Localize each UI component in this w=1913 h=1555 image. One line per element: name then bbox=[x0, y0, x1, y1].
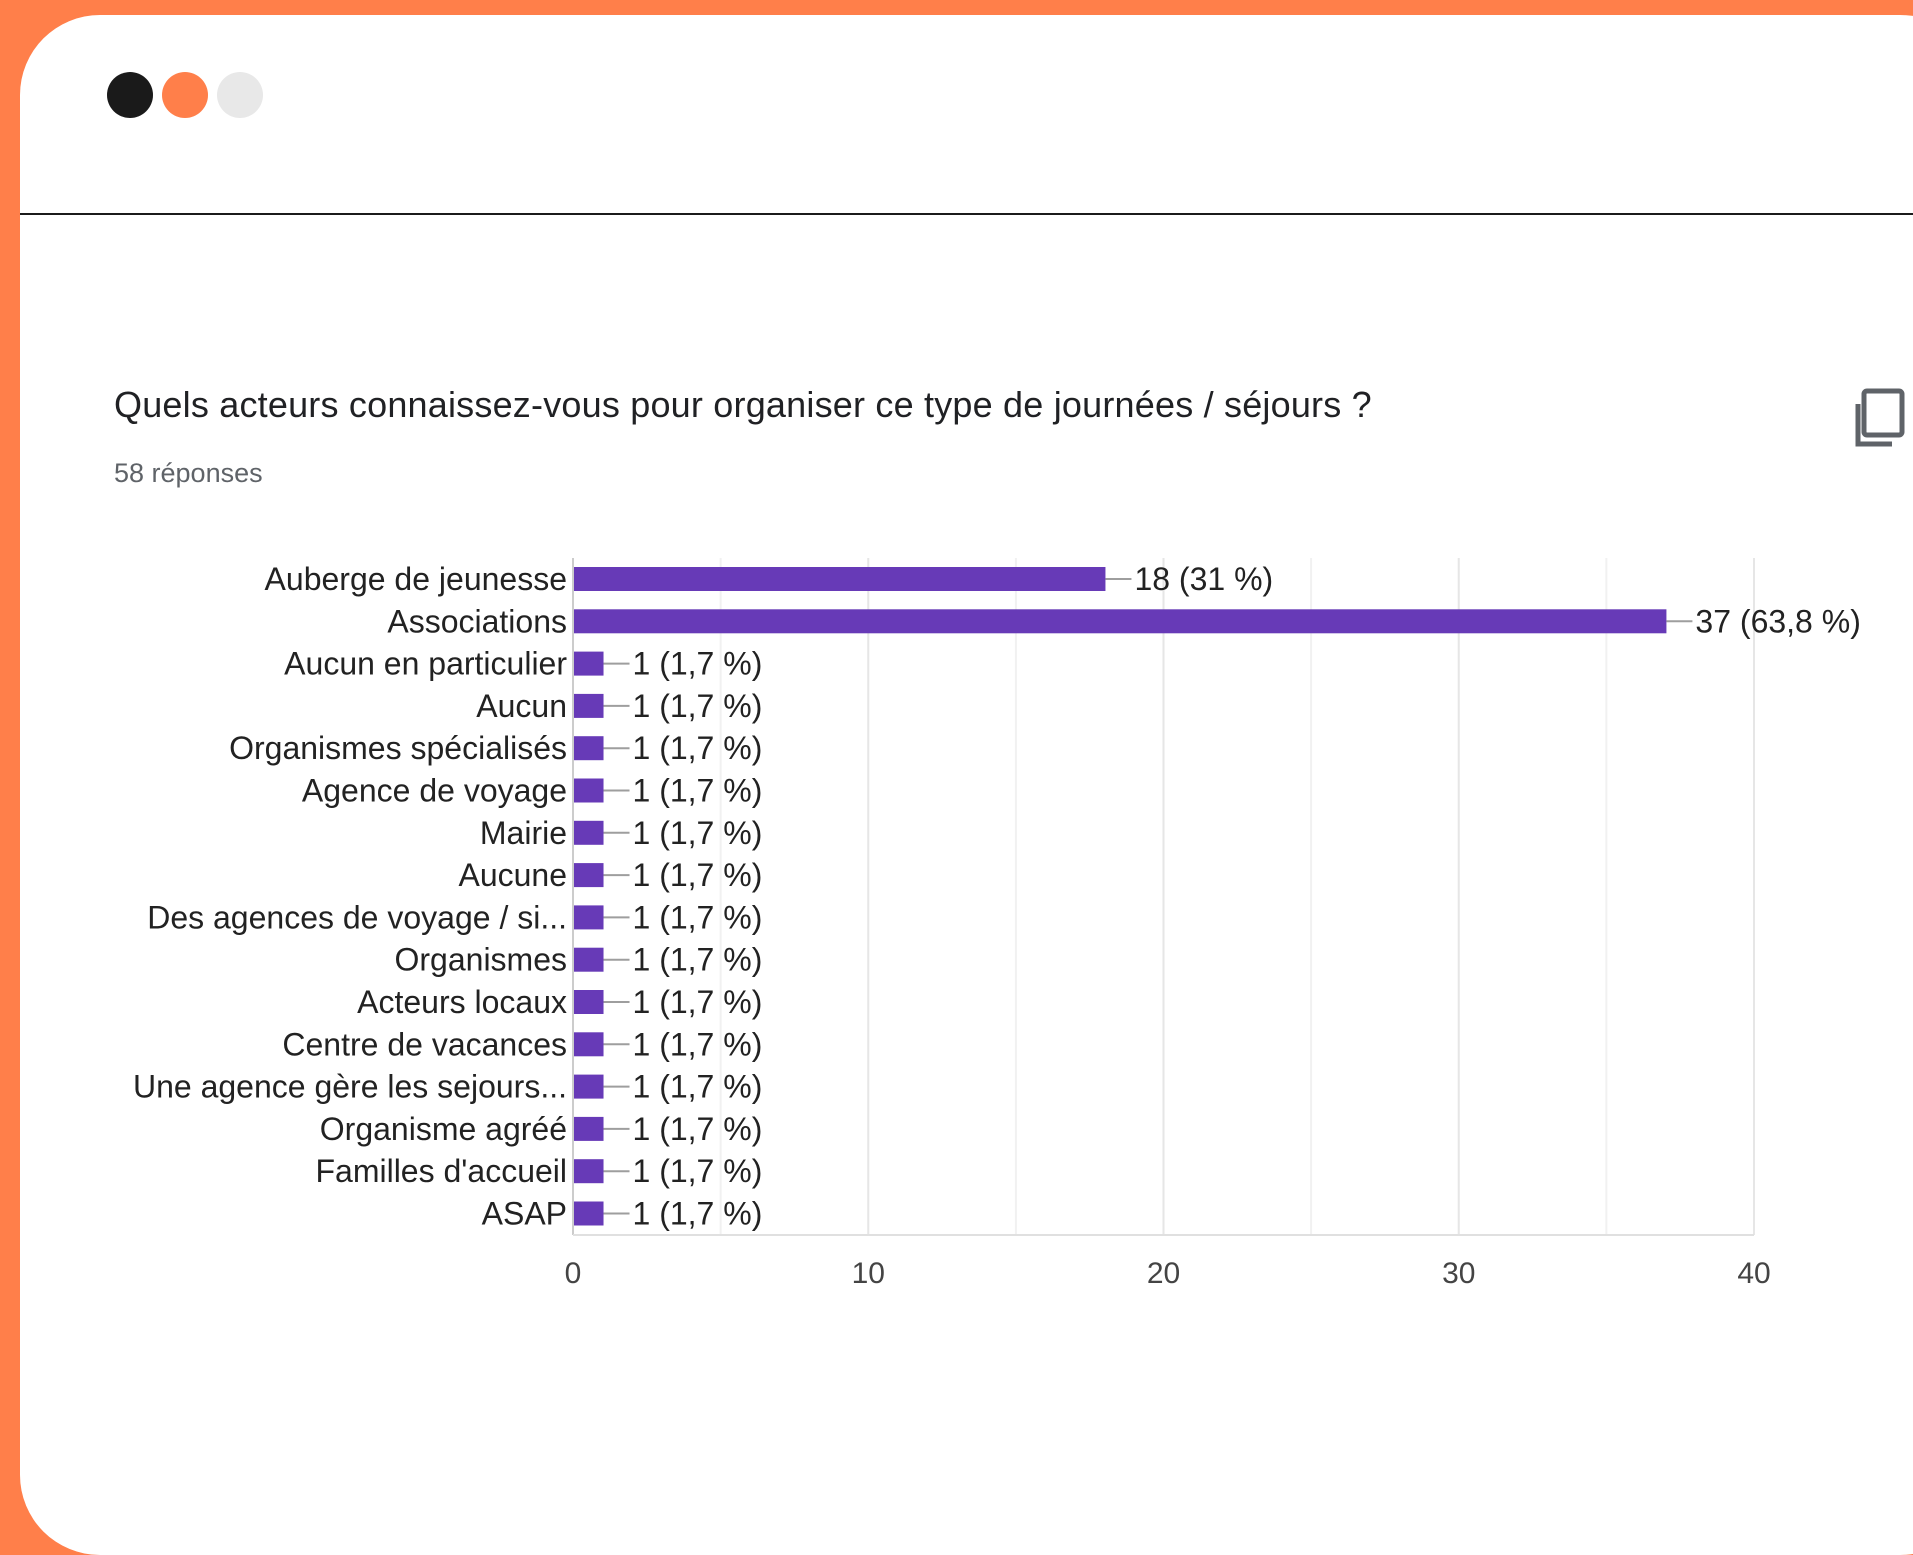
category-label: Aucun en particulier bbox=[284, 646, 567, 682]
category-label: Organisme agréé bbox=[320, 1111, 567, 1147]
bar bbox=[574, 609, 1667, 634]
copy-icon[interactable] bbox=[1852, 388, 1908, 450]
bar bbox=[574, 1074, 604, 1099]
category-label: Familles d'accueil bbox=[315, 1153, 567, 1189]
value-label: 1 (1,7 %) bbox=[633, 899, 763, 935]
bar bbox=[574, 1116, 604, 1141]
x-tick-label: 30 bbox=[1442, 1257, 1475, 1290]
header-divider bbox=[20, 213, 1913, 215]
value-label: 1 (1,7 %) bbox=[633, 773, 763, 809]
value-label: 37 (63,8 %) bbox=[1695, 603, 1860, 639]
category-label: Centre de vacances bbox=[282, 1026, 567, 1062]
category-label: Acteurs locaux bbox=[357, 984, 567, 1020]
bar bbox=[574, 1159, 604, 1184]
window-dot-grey bbox=[217, 72, 263, 118]
bar bbox=[574, 736, 604, 761]
category-label: Associations bbox=[387, 603, 567, 639]
value-label: 1 (1,7 %) bbox=[633, 730, 763, 766]
value-label: 1 (1,7 %) bbox=[633, 1026, 763, 1062]
bar bbox=[574, 1032, 604, 1057]
value-label: 1 (1,7 %) bbox=[633, 942, 763, 978]
bar bbox=[574, 651, 604, 676]
value-label: 1 (1,7 %) bbox=[633, 646, 763, 682]
value-label: 1 (1,7 %) bbox=[633, 1196, 763, 1232]
x-tick-label: 10 bbox=[852, 1257, 885, 1290]
window-dot-black bbox=[107, 72, 153, 118]
category-label: Organismes bbox=[395, 942, 568, 978]
bar bbox=[574, 863, 604, 888]
bar bbox=[574, 820, 604, 845]
bar bbox=[574, 1201, 604, 1226]
category-label: ASAP bbox=[482, 1196, 567, 1232]
category-label: Aucune bbox=[458, 857, 567, 893]
response-count: 58 réponses bbox=[114, 458, 263, 488]
category-label: Mairie bbox=[480, 815, 567, 851]
value-label: 1 (1,7 %) bbox=[633, 1069, 763, 1105]
category-label: Une agence gère les sejours... bbox=[133, 1069, 567, 1105]
value-label: 1 (1,7 %) bbox=[633, 688, 763, 724]
x-tick-label: 0 bbox=[565, 1257, 582, 1290]
bar bbox=[574, 905, 604, 930]
x-tick-label: 20 bbox=[1147, 1257, 1180, 1290]
bar bbox=[574, 567, 1106, 591]
category-label: Des agences de voyage / si... bbox=[147, 899, 567, 935]
question-title: Quels acteurs connaissez-vous pour organ… bbox=[114, 384, 1372, 425]
category-label: Organismes spécialisés bbox=[229, 730, 567, 766]
bar bbox=[574, 990, 604, 1014]
bar bbox=[574, 693, 604, 718]
category-label: Aucun bbox=[476, 688, 567, 724]
category-label: Agence de voyage bbox=[302, 773, 567, 809]
bar bbox=[574, 778, 604, 803]
value-label: 1 (1,7 %) bbox=[633, 857, 763, 893]
value-label: 18 (31 %) bbox=[1134, 561, 1273, 597]
chart-card bbox=[20, 15, 1913, 1555]
bar-chart: 0 10 20 30 40 Auberge de jeunesse 18 (31 %) Ass… bbox=[133, 558, 1861, 1290]
value-label: 1 (1,7 %) bbox=[633, 984, 763, 1020]
value-label: 1 (1,7 %) bbox=[633, 1153, 763, 1189]
value-label: 1 (1,7 %) bbox=[633, 1111, 763, 1147]
window-dot-orange bbox=[162, 72, 208, 118]
value-label: 1 (1,7 %) bbox=[633, 815, 763, 851]
x-tick-label: 40 bbox=[1737, 1257, 1770, 1290]
bar bbox=[574, 947, 604, 972]
category-label: Auberge de jeunesse bbox=[265, 561, 567, 597]
